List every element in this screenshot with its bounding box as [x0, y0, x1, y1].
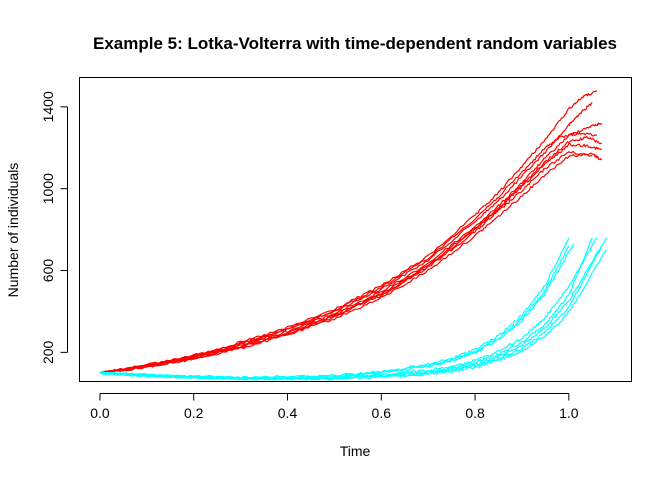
x-tick-label: 0.8: [465, 405, 485, 421]
series-line-prey: [99, 152, 603, 374]
y-tick-label: 1400: [40, 91, 56, 122]
x-tick-label: 0.0: [90, 405, 110, 421]
x-axis: 0.0 0.2 0.4 0.6 0.8 1.0: [90, 393, 579, 421]
y-tick-label: 1000: [40, 173, 56, 204]
series-line-predator: [99, 245, 570, 380]
series-line-prey: [99, 102, 593, 374]
series-line-predator: [99, 249, 607, 381]
x-axis-label: Time: [340, 443, 371, 459]
series-line-prey: [99, 136, 602, 374]
x-tick-label: 0.4: [278, 405, 298, 421]
y-tick-label: 200: [40, 340, 56, 364]
y-axis-label: Number of individuals: [5, 163, 21, 298]
y-axis: 200 600 1000 1400: [40, 91, 68, 364]
chart-title: Example 5: Lotka-Volterra with time-depe…: [93, 34, 617, 53]
series-line-prey: [99, 132, 598, 374]
x-tick-label: 0.2: [184, 405, 204, 421]
series-line-prey: [99, 90, 598, 374]
x-tick-label: 1.0: [559, 405, 579, 421]
y-tick-label: 600: [40, 259, 56, 283]
x-tick-label: 0.6: [372, 405, 392, 421]
series-group: [99, 90, 607, 381]
plot-frame: [79, 77, 632, 382]
